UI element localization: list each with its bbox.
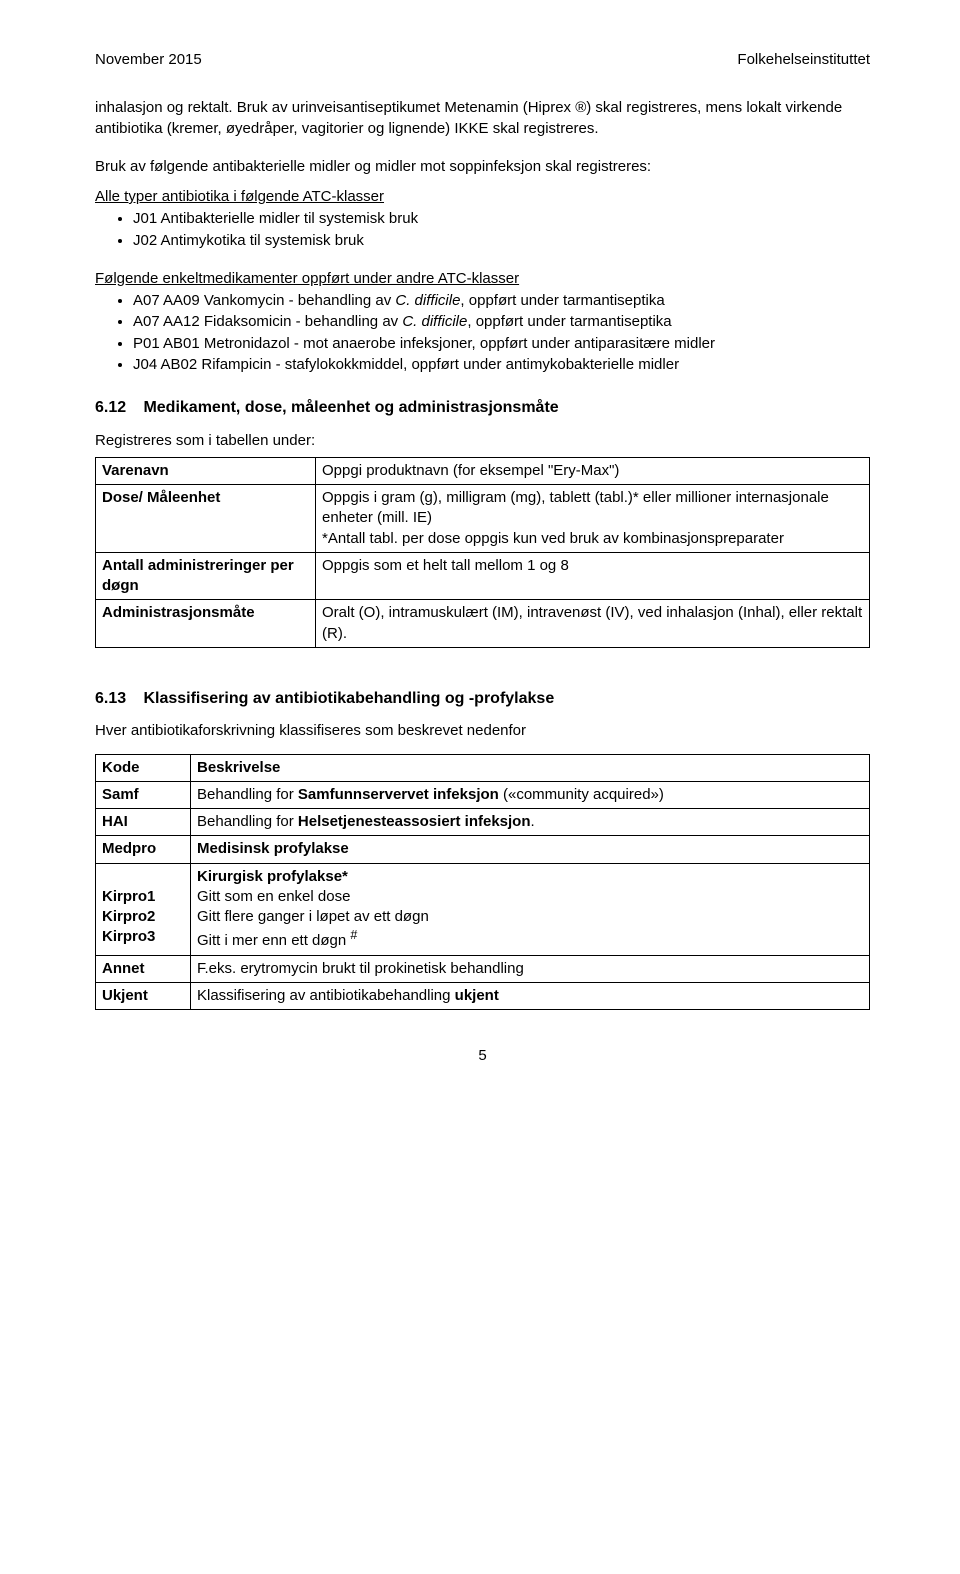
section-6-12-sub: Registreres som i tabellen under: (95, 431, 870, 451)
list-item: J01 Antibakterielle midler til systemisk… (133, 209, 870, 229)
desc-cell: F.eks. erytromycin brukt til prokinetisk… (191, 955, 870, 982)
list-item: A07 AA09 Vankomycin - behandling av C. d… (133, 291, 870, 311)
table-value: Oppgis som et helt tall mellom 1 og 8 (316, 552, 870, 600)
table-header-code: Kode (96, 754, 191, 781)
list-item: A07 AA12 Fidaksomicin - behandling av C.… (133, 312, 870, 332)
intro-paragraph: inhalasjon og rektalt. Bruk av urinveisa… (95, 98, 870, 139)
table-label: Administrasjonsmåte (96, 600, 316, 648)
table-row: Annet F.eks. erytromycin brukt til proki… (96, 955, 870, 982)
table-row: Kode Beskrivelse (96, 754, 870, 781)
medication-list: A07 AA09 Vankomycin - behandling av C. d… (95, 291, 870, 375)
table-row: Varenavn Oppgi produktnavn (for eksempel… (96, 457, 870, 484)
section-6-13-sub: Hver antibiotikaforskrivning klassifiser… (95, 721, 870, 741)
section-title: Medikament, dose, måleenhet og administr… (143, 399, 558, 416)
text: , oppført under tarmantiseptika (467, 313, 671, 330)
table-row: HAI Behandling for Helsetjenesteassosier… (96, 809, 870, 836)
text: A07 AA12 Fidaksomicin - behandling av (133, 313, 402, 330)
atc-list: J01 Antibakterielle midler til systemisk… (95, 209, 870, 251)
italic-text: C. difficile (395, 292, 460, 309)
page-header: November 2015 Folkehelseinstituttet (95, 50, 870, 70)
code-line: Kirpro1 (102, 887, 184, 907)
section-title: Klassifisering av antibiotikabehandling … (143, 690, 554, 707)
desc-cell: Medisinsk profylakse (191, 836, 870, 863)
table-row: Ukjent Klassifisering av antibiotikabeha… (96, 982, 870, 1009)
table-row: Samf Behandling for Samfunnservervet inf… (96, 781, 870, 808)
italic-text: C. difficile (402, 313, 467, 330)
table-value: Oppgi produktnavn (for eksempel "Ery-Max… (316, 457, 870, 484)
paragraph-2: Bruk av følgende antibakterielle midler … (95, 157, 870, 177)
text: Behandling for (197, 786, 298, 803)
code-line: Kirpro3 (102, 927, 184, 947)
table-row: Medpro Medisinsk profylakse (96, 836, 870, 863)
text: . (531, 813, 535, 830)
desc-cell: Behandling for Samfunnservervet infeksjo… (191, 781, 870, 808)
list-item: J04 AB02 Rifampicin - stafylokokkmiddel,… (133, 355, 870, 375)
table-row: Administrasjonsmåte Oralt (O), intramusk… (96, 600, 870, 648)
desc-cell: Klassifisering av antibiotikabehandling … (191, 982, 870, 1009)
list2-title: Følgende enkeltmedikamenter oppført unde… (95, 269, 870, 289)
desc-cell: Kirurgisk profylakse* Gitt som en enkel … (191, 863, 870, 955)
list1-title: Alle typer antibiotika i følgende ATC-kl… (95, 187, 870, 207)
text: , oppført under tarmantiseptika (460, 292, 664, 309)
section-number: 6.12 (95, 397, 139, 419)
table-row: Antall administreringer per døgn Oppgis … (96, 552, 870, 600)
code-cell: HAI (96, 809, 191, 836)
table-value: Oralt (O), intramuskulært (IM), intraven… (316, 600, 870, 648)
list-item: P01 AB01 Metronidazol - mot anaerobe inf… (133, 334, 870, 354)
bold-text: Helsetjenesteassosiert infeksjon (298, 813, 531, 830)
section-6-12-heading: 6.12 Medikament, dose, måleenhet og admi… (95, 397, 870, 419)
text: A07 AA09 Vankomycin - behandling av (133, 292, 395, 309)
desc-cell: Behandling for Helsetjenesteassosiert in… (191, 809, 870, 836)
table-row: Dose/ Måleenhet Oppgis i gram (g), milli… (96, 485, 870, 553)
code-cell: Kirpro1 Kirpro2 Kirpro3 (96, 863, 191, 955)
text-line: Gitt som en enkel dose (197, 887, 863, 907)
bold-text: Kirurgisk profylakse* (197, 867, 863, 887)
header-right: Folkehelseinstituttet (737, 50, 870, 70)
section-number: 6.13 (95, 688, 139, 710)
table-label: Dose/ Måleenhet (96, 485, 316, 553)
text: («community acquired») (499, 786, 664, 803)
text-line: Gitt flere ganger i løpet av ett døgn (197, 907, 863, 927)
text-line: Gitt i mer enn ett døgn # (197, 927, 863, 951)
table-header-desc: Beskrivelse (191, 754, 870, 781)
code-line: Kirpro2 (102, 907, 184, 927)
list-item: J02 Antimykotika til systemisk bruk (133, 231, 870, 251)
bold-text: ukjent (455, 987, 499, 1004)
code-cell: Samf (96, 781, 191, 808)
header-left: November 2015 (95, 50, 202, 70)
superscript: # (350, 928, 357, 942)
table-value: Oppgis i gram (g), milligram (mg), table… (316, 485, 870, 553)
bold-text: Samfunnservervet infeksjon (298, 786, 499, 803)
text: Klassifisering av antibiotikabehandling (197, 987, 455, 1004)
table-label: Varenavn (96, 457, 316, 484)
table-row: Kirpro1 Kirpro2 Kirpro3 Kirurgisk profyl… (96, 863, 870, 955)
section-6-13-heading: 6.13 Klassifisering av antibiotikabehand… (95, 688, 870, 710)
code-cell: Medpro (96, 836, 191, 863)
code-cell: Ukjent (96, 982, 191, 1009)
page-number: 5 (95, 1046, 870, 1066)
classification-table: Kode Beskrivelse Samf Behandling for Sam… (95, 754, 870, 1011)
text: Gitt i mer enn ett døgn (197, 932, 350, 949)
code-cell: Annet (96, 955, 191, 982)
table-label: Antall administreringer per døgn (96, 552, 316, 600)
text: Behandling for (197, 813, 298, 830)
dose-table: Varenavn Oppgi produktnavn (for eksempel… (95, 457, 870, 648)
